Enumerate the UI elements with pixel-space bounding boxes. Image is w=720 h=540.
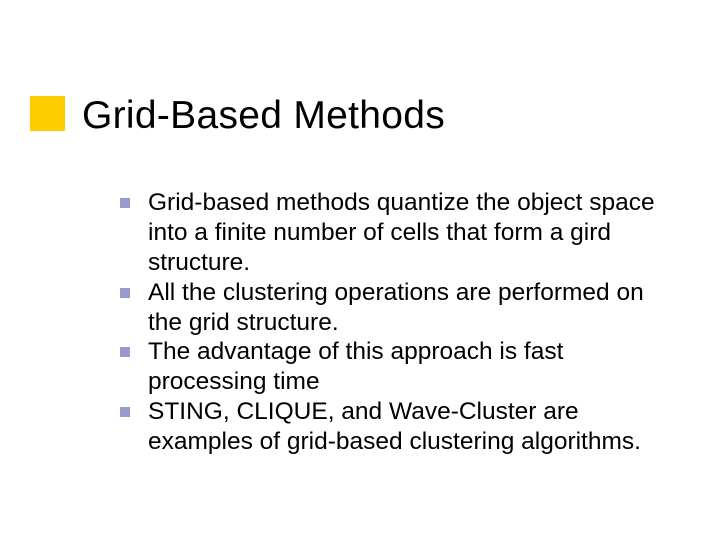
slide: Grid-Based Methods Grid-based methods qu… <box>0 0 720 540</box>
list-item-text: STING, CLIQUE, and Wave-Cluster are exam… <box>148 397 680 457</box>
list-item-text: All the clustering operations are perfor… <box>148 278 680 338</box>
list-item: STING, CLIQUE, and Wave-Cluster are exam… <box>120 397 680 457</box>
list-item: The advantage of this approach is fast p… <box>120 337 680 397</box>
title-accent-bar <box>30 96 65 131</box>
list-item-text: Grid-based methods quantize the object s… <box>148 188 680 278</box>
square-bullet-icon <box>120 198 130 208</box>
square-bullet-icon <box>120 288 130 298</box>
square-bullet-icon <box>120 407 130 417</box>
slide-title: Grid-Based Methods <box>82 94 445 138</box>
list-item: Grid-based methods quantize the object s… <box>120 188 680 278</box>
slide-body: Grid-based methods quantize the object s… <box>120 188 680 457</box>
square-bullet-icon <box>120 347 130 357</box>
list-item-text: The advantage of this approach is fast p… <box>148 337 680 397</box>
list-item: All the clustering operations are perfor… <box>120 278 680 338</box>
